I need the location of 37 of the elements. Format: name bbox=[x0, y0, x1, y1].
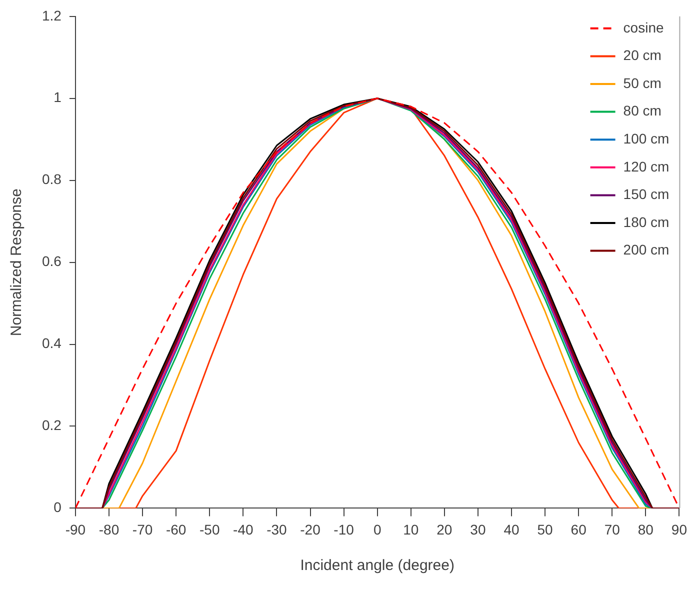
legend-label: 150 cm bbox=[623, 186, 670, 202]
x-tick-label: -10 bbox=[334, 521, 354, 538]
legend-label: 180 cm bbox=[623, 214, 670, 230]
y-tick-label: 0.2 bbox=[42, 417, 62, 434]
x-axis-title: Incident angle (degree) bbox=[300, 557, 454, 574]
x-tick-label: 10 bbox=[403, 521, 419, 538]
x-tick-label: 20 bbox=[436, 521, 452, 538]
x-tick-label: -90 bbox=[65, 521, 86, 538]
y-tick-label: 0.8 bbox=[42, 171, 62, 188]
legend-label: 20 cm bbox=[623, 47, 662, 64]
x-tick-label: 30 bbox=[470, 521, 486, 538]
legend-label: 200 cm bbox=[623, 242, 670, 258]
x-tick-label: -60 bbox=[166, 521, 186, 538]
y-tick-label: 0 bbox=[54, 499, 62, 516]
x-tick-label: 70 bbox=[604, 521, 620, 538]
y-tick-label: 0.6 bbox=[42, 253, 62, 270]
x-tick-label: -30 bbox=[266, 521, 288, 538]
legend-label: cosine bbox=[623, 19, 664, 36]
legend-label: 120 cm bbox=[623, 158, 670, 174]
x-tick-label: -40 bbox=[233, 521, 254, 538]
x-tick-label: -80 bbox=[98, 521, 120, 538]
x-tick-label: -50 bbox=[200, 521, 220, 538]
y-tick-label: 0.4 bbox=[42, 335, 62, 352]
y-tick-label: 1 bbox=[54, 89, 62, 106]
x-tick-label: 0 bbox=[373, 521, 382, 538]
x-tick-label: 90 bbox=[671, 521, 688, 538]
x-tick-label: -70 bbox=[132, 521, 153, 538]
legend-label: 50 cm bbox=[623, 74, 662, 91]
x-tick-label: 40 bbox=[504, 521, 520, 538]
x-tick-label: 60 bbox=[570, 521, 587, 538]
y-axis-title: Normalized Response bbox=[8, 188, 26, 336]
x-tick-label: 50 bbox=[537, 521, 554, 538]
legend-label: 80 cm bbox=[623, 102, 662, 119]
y-tick-label: 1.2 bbox=[42, 7, 62, 24]
x-tick-label: 80 bbox=[638, 521, 654, 538]
legend-label: 100 cm bbox=[623, 130, 670, 146]
x-tick-label: -20 bbox=[300, 521, 321, 538]
